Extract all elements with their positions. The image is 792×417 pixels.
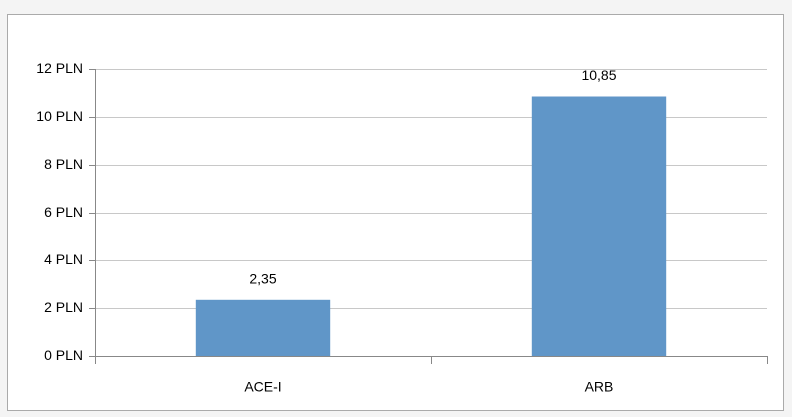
bar <box>195 299 331 356</box>
y-tick-label: 0 PLN <box>44 347 83 363</box>
bar <box>531 96 667 357</box>
y-tick-label: 4 PLN <box>44 251 83 267</box>
chart-area <box>7 14 784 411</box>
y-tick-label: 6 PLN <box>44 204 83 220</box>
y-tick-label: 10 PLN <box>36 108 83 124</box>
y-tick-label: 2 PLN <box>44 299 83 315</box>
y-tick-label: 12 PLN <box>36 60 83 76</box>
x-tick-label: ARB <box>585 379 614 395</box>
data-label: 2,35 <box>249 270 276 286</box>
data-label: 10,85 <box>581 67 616 83</box>
y-tick-label: 8 PLN <box>44 156 83 172</box>
x-tick-label: ACE-I <box>244 379 281 395</box>
